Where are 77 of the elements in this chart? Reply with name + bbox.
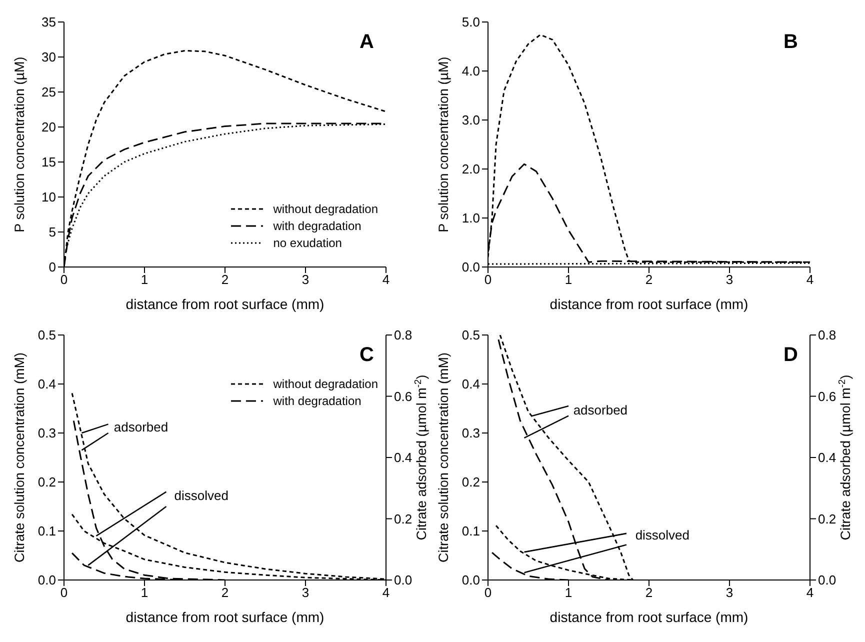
x-axis-title: distance from root surface (mm): [126, 296, 324, 312]
annotation: dissolved: [174, 488, 228, 504]
x-tick-label: 2: [645, 272, 653, 288]
x-tick-label: 1: [140, 272, 148, 288]
x-tick-label: 4: [806, 272, 814, 288]
chart-title: A: [360, 31, 374, 53]
y-tick-label: 0.2: [38, 474, 56, 490]
y2-tick-label: 0.6: [394, 388, 412, 404]
y-tick-label: 0.1: [462, 524, 480, 539]
y-tick-label: 0.0: [462, 260, 480, 275]
chart-title: B: [784, 31, 798, 53]
y-tick-label: 0.4: [462, 376, 480, 392]
y2-tick-label: 0.0: [818, 572, 836, 588]
y2-tick-label: 0.4: [818, 450, 836, 466]
y-tick-label: 5.0: [462, 14, 480, 30]
y-tick-label: 0.1: [38, 524, 56, 539]
y-tick-label: 0.3: [462, 426, 480, 441]
y2-tick-label: 0.6: [818, 388, 836, 404]
x-axis-title: distance from root surface (mm): [550, 296, 748, 312]
y-tick-label: 3.0: [462, 112, 480, 128]
y-tick-label: 30: [42, 50, 56, 65]
y-tick-label: 25: [42, 84, 56, 100]
y-tick-label: 5: [48, 224, 56, 240]
y-tick-label: 0.5: [462, 328, 480, 343]
legend-label: with degradation: [273, 218, 362, 232]
x-tick-label: 4: [806, 585, 814, 600]
y-tick-label: 0.3: [38, 426, 56, 441]
y2-tick-label: 0.8: [818, 328, 836, 343]
x-tick-label: 4: [382, 585, 390, 600]
chart-title: C: [360, 344, 374, 366]
legend-label: without degradation: [273, 376, 378, 390]
y-tick-label: 15: [42, 154, 56, 170]
y2-tick-label: 0.8: [394, 328, 412, 343]
y-axis-title: Citrate solution concentration (mM): [436, 352, 451, 563]
y-tick-label: 0.5: [38, 328, 56, 343]
annotation: adsorbed: [573, 402, 628, 418]
legend-label: with degradation: [273, 394, 362, 408]
x-tick-label: 2: [221, 272, 229, 288]
y-tick-label: 1.0: [462, 210, 480, 226]
x-tick-label: 1: [564, 585, 572, 600]
x-tick-label: 3: [302, 585, 310, 600]
y-axis-title: P solution concentration (µM): [436, 56, 451, 232]
y-axis-title: Citrate solution concentration (mM): [12, 352, 27, 563]
y2-tick-label: 0.0: [394, 572, 412, 588]
chart-title: D: [784, 344, 798, 366]
x-tick-label: 3: [726, 272, 734, 288]
y-tick-label: 4.0: [462, 64, 480, 79]
y2-tick-label: 0.2: [394, 511, 412, 526]
x-tick-label: 3: [302, 272, 310, 288]
x-tick-label: 4: [382, 272, 390, 288]
y-tick-label: 0.0: [462, 572, 480, 588]
x-tick-label: 0: [484, 585, 492, 600]
x-tick-label: 0: [484, 272, 492, 288]
annotation: adsorbed: [114, 420, 168, 435]
y-tick-label: 2.0: [462, 162, 480, 177]
legend-label: without degradation: [273, 202, 378, 216]
x-axis-title: distance from root surface (mm): [126, 609, 324, 625]
y2-tick-label: 0.2: [818, 511, 836, 526]
x-tick-label: 0: [60, 585, 68, 600]
y-tick-label: 35: [42, 14, 56, 30]
y-tick-label: 10: [42, 190, 56, 205]
y-tick-label: 0.0: [38, 572, 56, 588]
y-axis-title: P solution concentration (µM): [12, 56, 27, 232]
x-tick-label: 0: [60, 272, 68, 288]
y-tick-label: 0.2: [462, 474, 480, 490]
y-tick-label: 0.4: [38, 376, 56, 392]
x-tick-label: 2: [645, 585, 653, 600]
y2-tick-label: 0.4: [394, 450, 412, 466]
y-tick-label: 20: [42, 120, 56, 135]
y-tick-label: 0: [48, 260, 56, 275]
annotation: dissolved: [635, 527, 690, 542]
x-tick-label: 1: [564, 272, 572, 288]
x-tick-label: 2: [221, 585, 229, 600]
x-tick-label: 3: [726, 585, 734, 600]
legend-label: no exudation: [273, 236, 342, 250]
x-axis-title: distance from root surface (mm): [550, 609, 748, 625]
x-tick-label: 1: [140, 585, 148, 600]
